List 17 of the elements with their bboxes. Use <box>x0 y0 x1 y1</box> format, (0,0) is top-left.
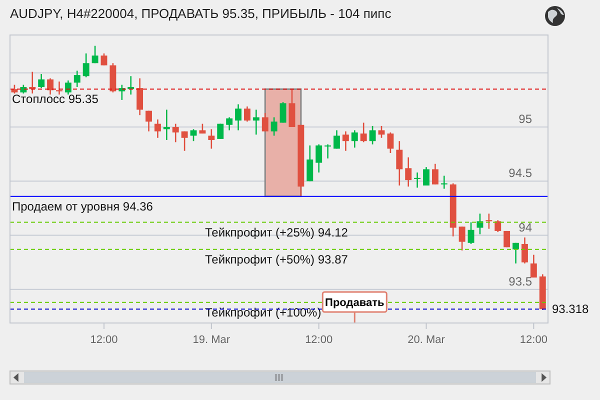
annotation: Продавать <box>325 297 384 309</box>
y-tick-label: 94 <box>518 220 532 234</box>
ref-line-label: Тейкпрофит (+100%) <box>205 305 322 320</box>
ref-line-label: 93.318 <box>552 302 590 316</box>
x-tick-label: 12:00 <box>90 334 118 346</box>
y-tick-label: 94.5 <box>508 166 532 180</box>
chart-title: AUDJPY, H4#220004, ПРОДАВАТЬ 95.35, ПРИБЫЛЬ - 104 пипс <box>10 6 392 21</box>
y-tick-label: 93.5 <box>508 274 532 288</box>
x-tick-label: 19. Mar <box>192 334 230 346</box>
x-tick-label: 12:00 <box>520 334 548 346</box>
ref-line-label: Тейкпрофит (+25%) 94.12 <box>205 225 348 240</box>
y-tick-label: 95 <box>518 112 532 126</box>
x-tick-label: 12:00 <box>305 334 333 346</box>
ref-line-label: Стоплосс 95.35 <box>12 92 99 106</box>
x-tick-label: 20. Mar <box>408 334 446 346</box>
ref-line-label: Продаем от уровня 94.36 <box>12 199 154 214</box>
ref-line-label: Тейкпрофит (+50%) 93.87 <box>205 252 348 266</box>
